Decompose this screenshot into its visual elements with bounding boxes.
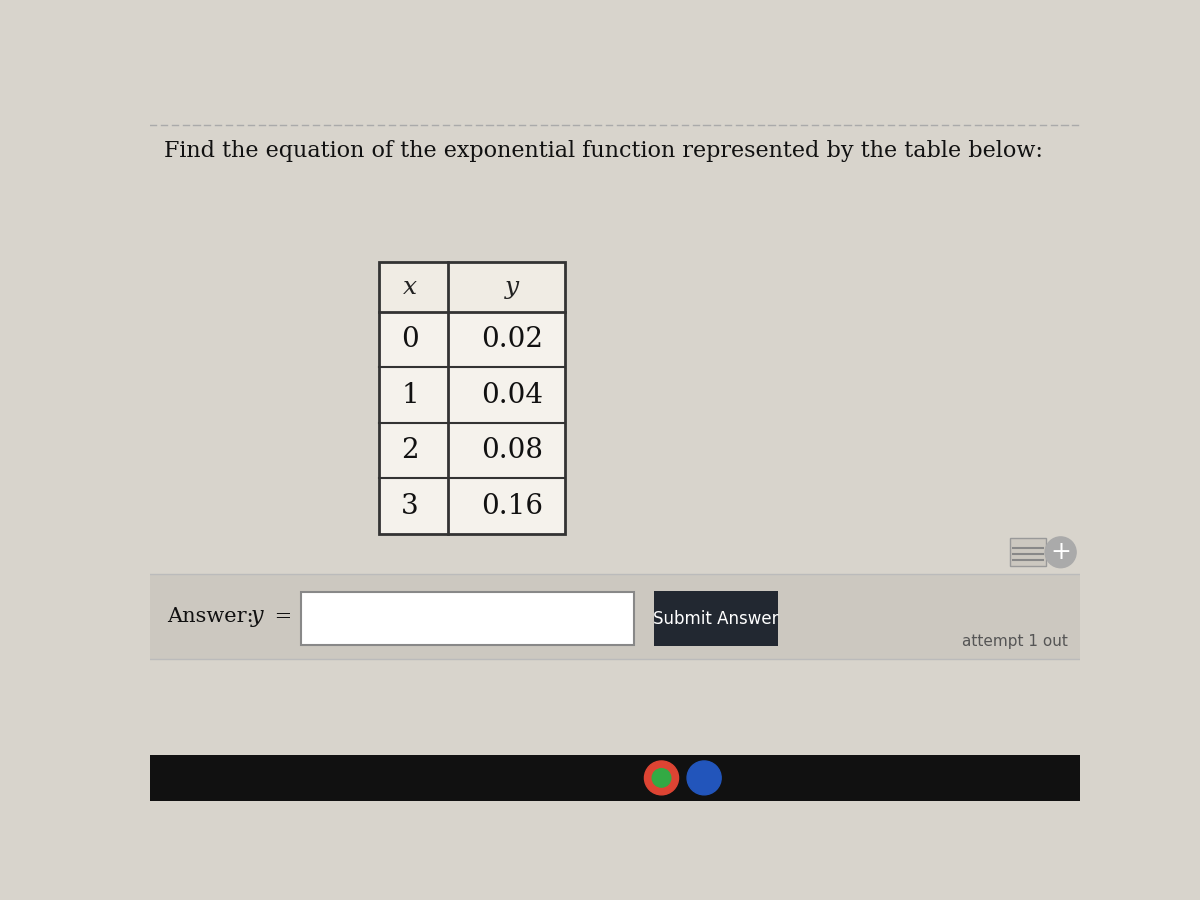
Circle shape	[688, 761, 721, 795]
Text: Submit Answer: Submit Answer	[653, 609, 779, 627]
Bar	[379, 367, 565, 423]
Bar	[150, 755, 1080, 801]
Bar	[150, 574, 1080, 659]
Bar	[379, 479, 565, 534]
Bar	[379, 423, 565, 479]
Text: 0.02: 0.02	[481, 327, 544, 354]
Text: =: =	[268, 607, 292, 625]
Text: y: y	[251, 605, 263, 627]
Bar	[379, 312, 565, 367]
Bar	[379, 262, 565, 312]
Bar	[301, 592, 635, 644]
Circle shape	[653, 769, 671, 788]
Text: 0.08: 0.08	[481, 437, 544, 464]
Text: 0.04: 0.04	[481, 382, 544, 409]
Text: 1: 1	[401, 382, 419, 409]
Text: y: y	[505, 275, 520, 299]
Text: 0: 0	[401, 327, 419, 354]
Bar	[654, 590, 778, 646]
Text: x: x	[403, 275, 418, 299]
Text: 3: 3	[401, 492, 419, 519]
Circle shape	[644, 761, 678, 795]
Text: Answer:: Answer:	[167, 607, 260, 625]
Text: Find the equation of the exponential function represented by the table below:: Find the equation of the exponential fun…	[164, 140, 1043, 162]
Circle shape	[1045, 537, 1076, 568]
Text: 0.16: 0.16	[481, 492, 544, 519]
Bar	[1010, 538, 1046, 566]
Bar	[379, 262, 565, 534]
Text: +: +	[1050, 540, 1072, 564]
Text: attempt 1 out: attempt 1 out	[962, 634, 1068, 649]
Text: 2: 2	[401, 437, 419, 464]
